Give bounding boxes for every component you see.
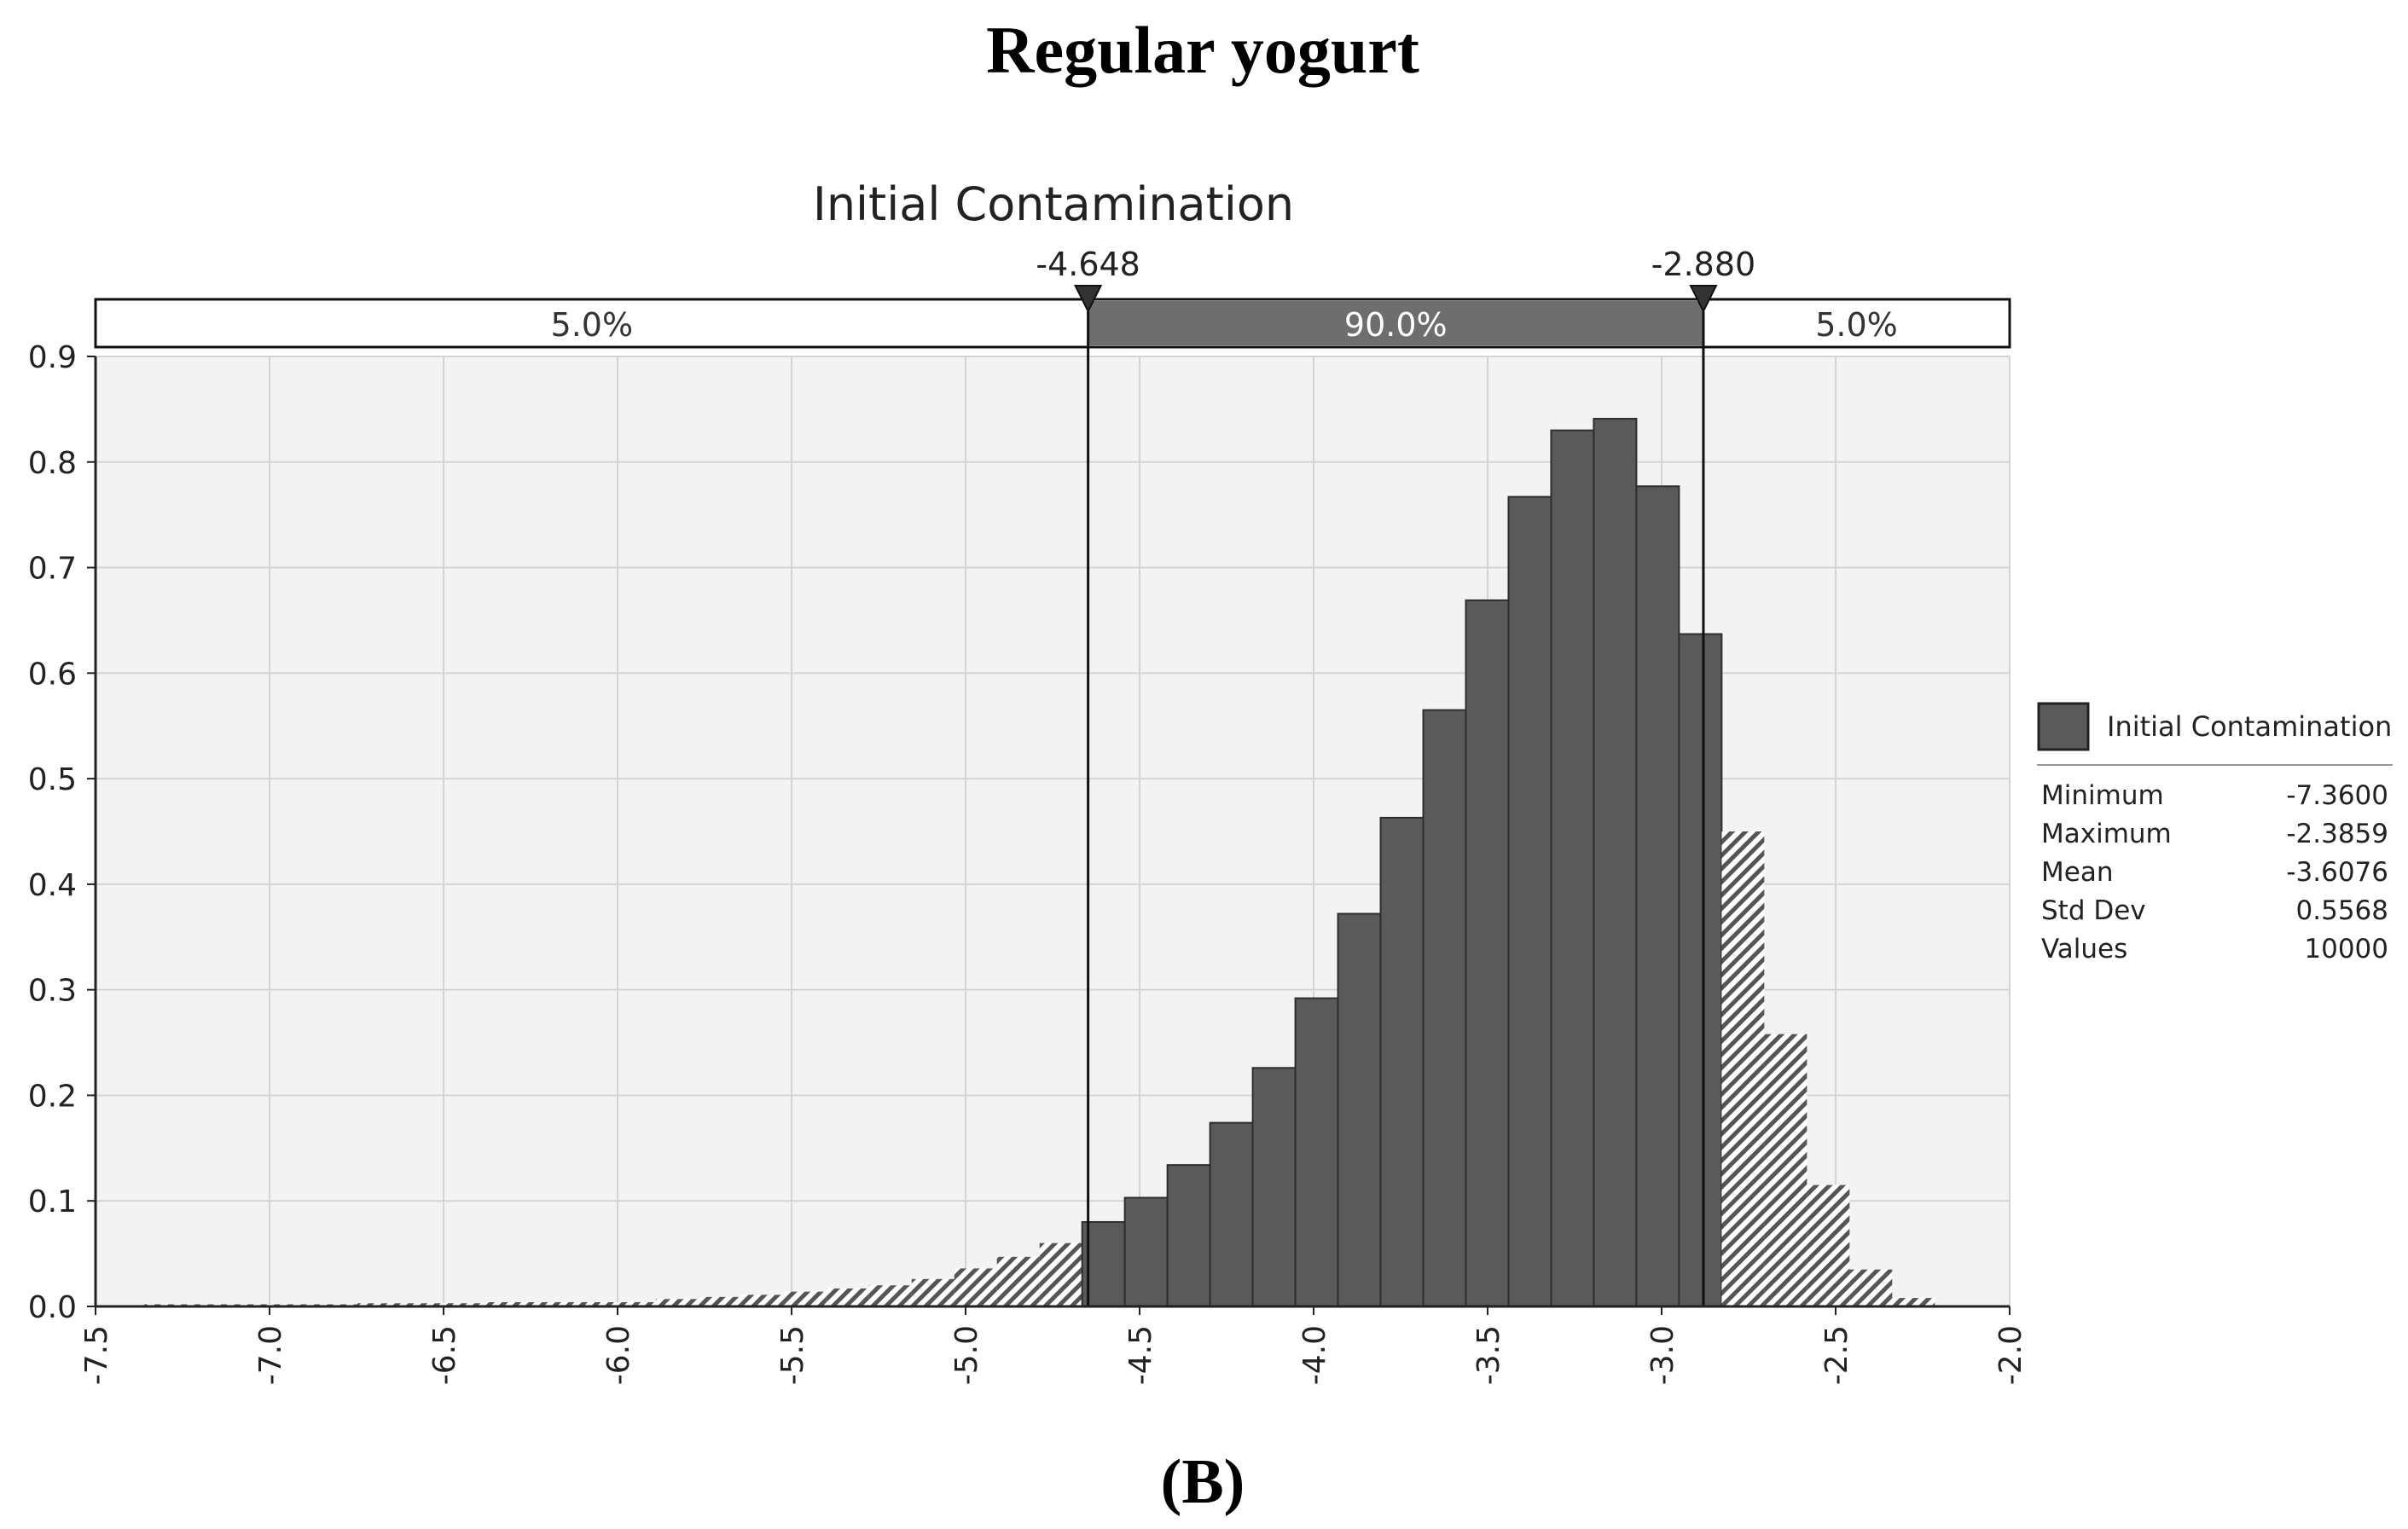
legend-stat-value: -7.3600 — [2286, 780, 2388, 811]
histogram-bar — [1678, 633, 1723, 1307]
legend-stat-label: Minimum — [2041, 780, 2164, 811]
x-tick-label: -3.0 — [1645, 1325, 1680, 1385]
histogram-bar — [1550, 429, 1595, 1308]
legend-stat-label: Std Dev — [2041, 895, 2146, 926]
y-tick-label: 0.5 — [28, 762, 77, 797]
right-marker-triangle-icon[interactable] — [1689, 285, 1718, 314]
legend-stat-value: -3.6076 — [2286, 857, 2388, 888]
left-tail-percent: 5.0% — [551, 306, 634, 344]
x-tick-label: -7.0 — [253, 1325, 288, 1385]
y-tick-label: 0.1 — [28, 1184, 77, 1219]
legend-stat-label: Maximum — [2041, 819, 2172, 849]
legend-swatch — [2037, 702, 2090, 751]
right-tail-percent: 5.0% — [1815, 306, 1898, 344]
left-marker-triangle-icon[interactable] — [1073, 285, 1103, 314]
histogram-tail-bar — [740, 1294, 784, 1306]
histogram-tail-bar — [612, 1302, 656, 1306]
histogram-tail-bar — [698, 1296, 741, 1306]
y-tick-label: 0.9 — [28, 340, 77, 375]
y-tick-label: 0.4 — [28, 868, 77, 903]
histogram-bar — [1507, 495, 1552, 1307]
legend-stats: Minimum -7.3600 Maximum -2.3859 Mean -3.6076 S… — [2041, 780, 2388, 964]
histogram-bar — [1123, 1196, 1169, 1308]
left-marker-label: -4.648 — [1036, 246, 1140, 283]
figure-title: Regular yogurt — [986, 13, 1419, 87]
percentile-band-frame — [94, 298, 2011, 349]
histogram-tail-bar — [357, 1303, 400, 1306]
histogram-tail-bar — [527, 1302, 571, 1306]
x-tick-label: -5.0 — [949, 1325, 984, 1385]
y-axis-ticks: 0.0 0.1 0.2 0.3 0.4 0.5 0.6 0.7 0.8 0.9 — [28, 340, 96, 1325]
histogram-tail-bar — [1039, 1242, 1082, 1306]
histogram-tail-bar — [1849, 1269, 1893, 1306]
histogram-tail-bar — [1892, 1298, 1935, 1306]
x-tick-label: -5.5 — [775, 1325, 810, 1385]
legend: Initial Contamination Minimum -7.3600 Maxi… — [2037, 702, 2393, 964]
axes — [94, 356, 2010, 1308]
histogram-tail-bar — [783, 1291, 827, 1306]
y-tick-label: 0.0 — [28, 1290, 77, 1325]
histogram-tail-bar — [954, 1268, 997, 1306]
legend-stat-value: 0.5568 — [2296, 895, 2388, 926]
histogram-bar — [1593, 418, 1638, 1307]
histogram-bar — [1379, 816, 1424, 1307]
histogram-tail-bar — [400, 1303, 443, 1306]
histogram-tail-bar — [655, 1299, 699, 1306]
histogram-bar — [1209, 1121, 1254, 1308]
histogram-bar — [1251, 1067, 1297, 1307]
x-axis-ticks: -7.5 -7.0 -6.5 -6.0 -5.5 -5.0 -4.5 -4.0 -3.5 -3.0… — [79, 1306, 2028, 1385]
histogram-tail-bar — [911, 1278, 954, 1306]
histogram-tail-bar — [1807, 1184, 1850, 1306]
legend-stat-label: Mean — [2041, 857, 2113, 888]
x-tick-label: -2.5 — [1819, 1325, 1854, 1385]
marker-lines — [1087, 311, 1705, 1306]
y-tick-label: 0.6 — [28, 657, 77, 692]
histogram-tail-bar — [1721, 831, 1765, 1306]
right-marker-label: -2.880 — [1651, 246, 1756, 283]
x-tick-label: -3.5 — [1471, 1325, 1506, 1385]
legend-stat-label: Values — [2041, 934, 2127, 964]
histogram-bar — [1422, 709, 1467, 1307]
histogram-bars — [144, 418, 1935, 1308]
histogram-tail-bar — [442, 1303, 485, 1306]
y-tick-label: 0.8 — [28, 446, 77, 481]
histogram-tail-bar — [570, 1302, 613, 1306]
x-tick-label: -6.0 — [601, 1325, 636, 1385]
middle-percent: 90.0% — [1344, 306, 1448, 344]
x-tick-label: -4.0 — [1297, 1325, 1332, 1385]
percentile-band: 5.0% 90.0% 5.0% -4.648 -2.880 — [94, 246, 2011, 349]
x-tick-label: -7.5 — [79, 1325, 114, 1385]
chart-title: Initial Contamination — [813, 177, 1294, 231]
y-tick-label: 0.7 — [28, 552, 77, 587]
x-tick-label: -6.5 — [427, 1325, 462, 1385]
legend-stat-value: 10000 — [2304, 934, 2388, 964]
histogram-bar — [1294, 997, 1339, 1307]
histogram-bar — [1337, 912, 1382, 1307]
y-tick-label: 0.3 — [28, 974, 77, 1009]
histogram-bar — [1166, 1164, 1211, 1308]
legend-stat-value: -2.3859 — [2286, 819, 2388, 849]
y-tick-label: 0.2 — [28, 1079, 77, 1114]
histogram-tail-bar — [485, 1302, 528, 1306]
histogram-tail-bar — [868, 1285, 912, 1306]
x-tick-label: -4.5 — [1123, 1325, 1158, 1385]
histogram-bar — [1635, 485, 1680, 1307]
panel-label: (B) — [1161, 1447, 1245, 1517]
x-tick-label: -2.0 — [1993, 1325, 2028, 1385]
histogram-tail-bar — [826, 1288, 869, 1306]
legend-series-label: Initial Contamination — [2107, 710, 2392, 743]
histogram-tail-bar — [1764, 1034, 1807, 1306]
histogram-bar — [1465, 599, 1510, 1307]
histogram-tail-bar — [996, 1256, 1040, 1306]
percentile-band-middle — [1088, 301, 1703, 345]
